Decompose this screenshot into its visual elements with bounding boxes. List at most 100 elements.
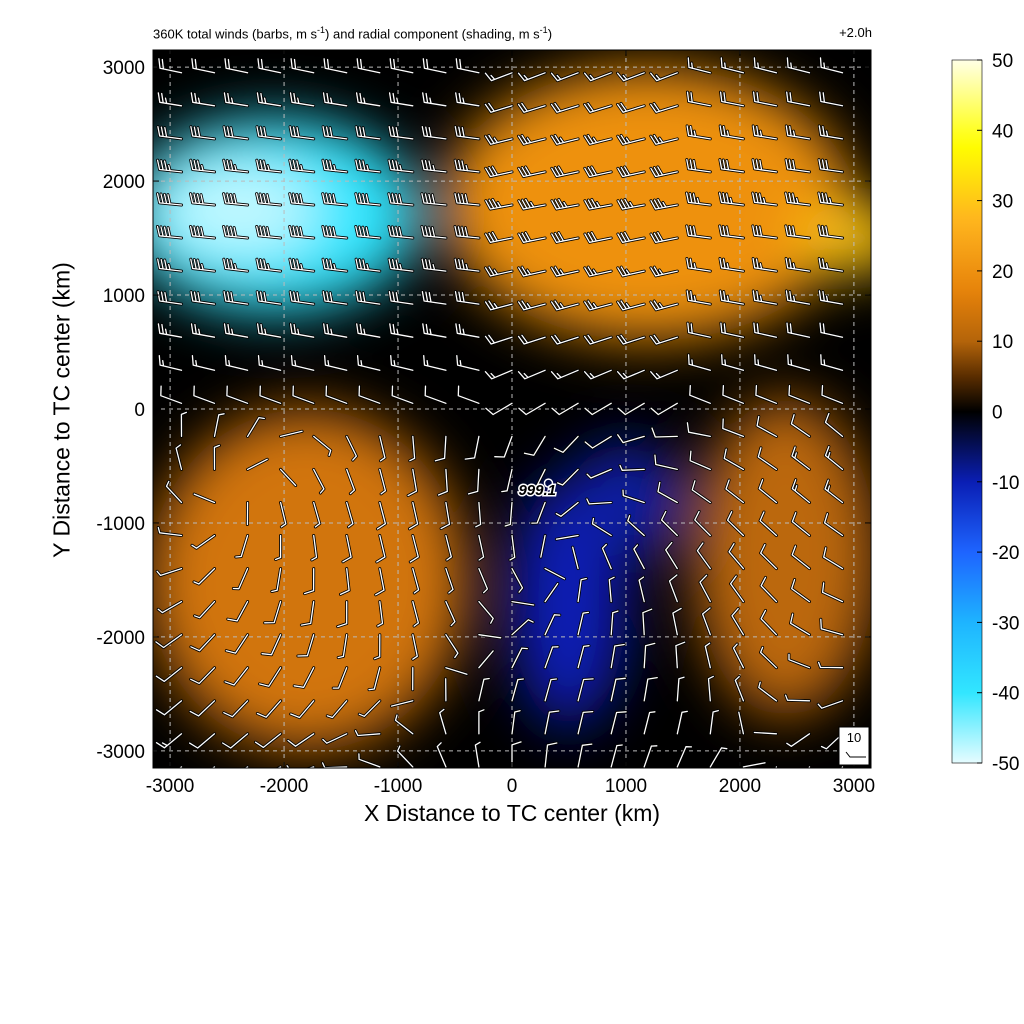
wind-barb	[791, 446, 811, 471]
wind-barb	[544, 710, 560, 735]
wind-barb	[355, 258, 381, 272]
wind-barb	[753, 731, 778, 735]
wind-barb	[175, 444, 183, 471]
wind-barb	[720, 57, 745, 74]
wind-barb	[485, 231, 513, 243]
wind-barb	[421, 193, 447, 206]
wind-barb	[478, 634, 502, 639]
wind-barb	[676, 746, 693, 768]
colorbar-label: -10	[992, 473, 1019, 494]
wind-barb	[550, 300, 579, 311]
wind-barb	[155, 667, 183, 683]
wind-barb	[191, 354, 216, 371]
wind-barb	[160, 385, 183, 404]
wind-barb	[485, 166, 513, 178]
wind-barb	[289, 291, 315, 305]
wind-barb	[691, 480, 711, 504]
wind-barb	[584, 300, 612, 311]
wind-barb	[388, 291, 414, 305]
tc-center-marker: 999.1	[517, 478, 558, 501]
wind-barb	[474, 741, 481, 768]
wind-barb	[719, 257, 745, 272]
wind-barb	[358, 385, 381, 404]
wind-barb	[475, 501, 482, 528]
wind-barb	[788, 385, 811, 404]
wind-barb	[791, 479, 811, 504]
wind-barb	[731, 607, 745, 636]
wind-barb	[627, 515, 645, 537]
wind-barb	[254, 733, 282, 749]
wind-barb	[346, 435, 358, 461]
colorbar-label: 30	[992, 192, 1013, 213]
wind-barb	[718, 192, 745, 206]
wind-barb	[785, 290, 811, 305]
wind-barb	[654, 454, 678, 471]
wind-barb	[423, 354, 447, 371]
x-tick-label: 1000	[605, 776, 647, 797]
wind-barb	[257, 58, 282, 74]
wind-barb	[440, 501, 451, 530]
wind-barb	[445, 567, 454, 594]
wind-barb	[409, 435, 416, 462]
wind-barb	[785, 225, 811, 239]
wind-barb	[584, 231, 612, 243]
wind-barb	[633, 544, 645, 570]
wind-barb	[292, 385, 315, 404]
wind-barb	[701, 607, 711, 636]
wind-barb	[551, 134, 579, 145]
wind-barb	[454, 126, 480, 140]
wind-barb	[818, 290, 844, 305]
wind-barb	[155, 733, 183, 749]
wind-barb	[616, 369, 645, 380]
wind-barb	[189, 193, 216, 206]
wind-barb	[191, 534, 216, 549]
wind-barb	[551, 231, 579, 243]
wind-barb	[650, 231, 678, 243]
wind-barb	[422, 323, 447, 338]
reference-barb	[845, 751, 866, 758]
wind-barb	[608, 576, 615, 603]
wind-barb	[686, 257, 711, 272]
wind-barb	[155, 634, 183, 649]
wind-barb	[259, 385, 282, 404]
wind-barb	[439, 708, 447, 735]
wind-barb	[758, 479, 778, 504]
wind-barb	[758, 681, 778, 702]
x-tick-label: 3000	[833, 776, 875, 797]
wind-barb	[190, 92, 216, 107]
wind-barb	[409, 534, 419, 563]
wind-barb	[376, 534, 386, 563]
wind-barb	[686, 125, 711, 140]
wind-barb	[753, 57, 778, 74]
wind-barb	[550, 102, 579, 113]
wind-barb	[511, 678, 524, 702]
wind-barb	[650, 334, 678, 345]
wind-barb	[445, 634, 459, 659]
wind-barb	[485, 198, 513, 210]
wind-barb	[156, 225, 183, 239]
wind-barb	[455, 58, 480, 74]
wind-barb	[689, 385, 711, 404]
wind-barb	[454, 225, 480, 239]
wind-barb	[686, 290, 711, 305]
wind-barb	[454, 159, 480, 173]
wind-barb	[289, 225, 315, 239]
wind-barb	[752, 91, 778, 107]
wind-barb	[754, 354, 778, 371]
wind-barb	[337, 634, 348, 659]
wind-barb	[190, 291, 216, 305]
wind-barb	[504, 501, 513, 527]
colorbar-label: 20	[992, 262, 1013, 283]
wind-barb	[638, 576, 645, 603]
wind-barb	[555, 501, 579, 517]
wind-barb	[686, 91, 711, 107]
wind-barb	[786, 733, 811, 747]
wind-barb	[193, 600, 216, 619]
wind-barb	[657, 481, 678, 504]
wind-barb	[224, 58, 249, 74]
wind-barb	[165, 480, 183, 504]
wind-barb	[436, 742, 447, 768]
wind-barb	[389, 323, 414, 338]
wind-barb	[494, 435, 513, 458]
wind-barb	[511, 647, 528, 669]
